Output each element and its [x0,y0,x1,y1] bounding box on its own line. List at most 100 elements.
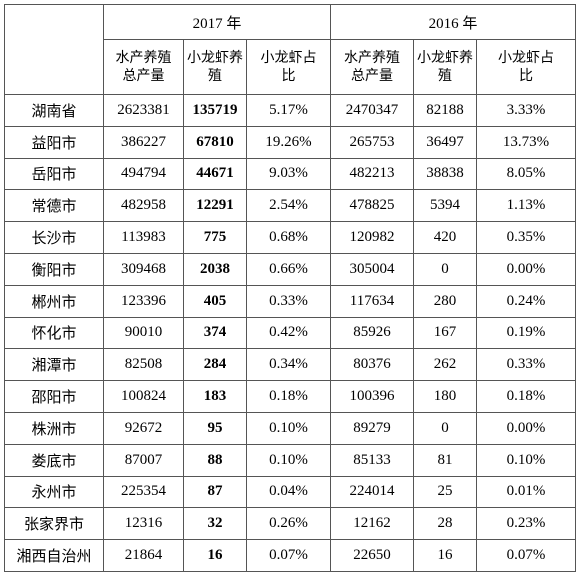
value-cell: 117634 [330,284,415,318]
value-cell: 19.26% [245,125,332,159]
value-cell: 0.26% [245,507,332,541]
value-cell: 0.10% [476,443,577,477]
value-cell: 9.03% [245,157,332,191]
value-cell: 0.24% [476,284,577,318]
value-cell: 225354 [103,475,184,509]
region-cell: 永州市 [4,475,104,509]
value-cell: 0 [413,252,478,286]
table-body: 2017 年 2016 年 水产养殖总产量 小龙虾养殖 小龙虾占比 水产养殖总产量 小龙… [4,4,577,572]
value-cell: 167 [413,316,478,350]
value-cell: 113983 [103,221,184,254]
data-row: 岳阳市 494794 44671 9.03% 482213 38838 8.05% [4,157,577,191]
value-cell: 0.34% [245,348,332,382]
value-cell: 2470347 [330,94,415,127]
value-cell: 135719 [183,94,247,127]
region-cell: 郴州市 [4,284,104,318]
value-cell: 87 [183,475,247,509]
value-cell: 180 [413,380,478,413]
data-table: 2017 年 2016 年 水产养殖总产量 小龙虾养殖 小龙虾占比 水产养殖总产量 小龙… [4,4,577,572]
value-cell: 0.04% [245,475,332,509]
value-cell: 16 [183,539,247,572]
value-cell: 0.33% [245,284,332,318]
region-cell: 邵阳市 [4,380,104,413]
region-cell: 娄底市 [4,443,104,477]
value-cell: 123396 [103,284,184,318]
value-cell: 120982 [330,221,415,254]
value-cell: 183 [183,380,247,413]
region-cell: 湘潭市 [4,348,104,382]
data-row: 湘潭市 82508 284 0.34% 80376 262 0.33% [4,348,577,382]
value-cell: 0.10% [245,443,332,477]
value-cell: 0.18% [245,380,332,413]
value-cell: 44671 [183,157,247,191]
value-cell: 82508 [103,348,184,382]
value-cell: 224014 [330,475,415,509]
column-header-text: 小龙虾占比 [260,50,317,84]
column-header: 小龙虾养殖 [183,39,247,95]
value-cell: 0.19% [476,316,577,350]
value-cell: 309468 [103,252,184,286]
value-cell: 89279 [330,411,415,445]
column-header-text: 小龙虾占比 [498,50,555,84]
value-cell: 775 [183,221,247,254]
column-header-text: 水产养殖总产量 [115,50,172,84]
data-row: 株洲市 92672 95 0.10% 89279 0 0.00% [4,411,577,445]
value-cell: 67810 [183,125,247,159]
region-cell: 怀化市 [4,316,104,350]
value-cell: 81 [413,443,478,477]
column-header: 小龙虾占比 [245,39,332,95]
region-cell: 长沙市 [4,221,104,254]
value-cell: 12291 [183,189,247,223]
value-cell: 262 [413,348,478,382]
column-header: 小龙虾养殖 [413,39,478,95]
region-cell: 常德市 [4,189,104,223]
column-header: 水产养殖总产量 [103,39,184,95]
value-cell: 284 [183,348,247,382]
value-cell: 482213 [330,157,415,191]
region-cell: 株洲市 [4,411,104,445]
value-cell: 90010 [103,316,184,350]
value-cell: 405 [183,284,247,318]
value-cell: 0.33% [476,348,577,382]
value-cell: 0.00% [476,252,577,286]
value-cell: 22650 [330,539,415,572]
value-cell: 0.10% [245,411,332,445]
value-cell: 478825 [330,189,415,223]
data-row: 常德市 482958 12291 2.54% 478825 5394 1.13% [4,189,577,223]
value-cell: 85133 [330,443,415,477]
region-cell: 益阳市 [4,125,104,159]
region-cell: 岳阳市 [4,157,104,191]
value-cell: 494794 [103,157,184,191]
value-cell: 0.07% [476,539,577,572]
value-cell: 28 [413,507,478,541]
value-cell: 12316 [103,507,184,541]
column-header-text: 小龙虾养殖 [417,50,474,84]
group-header-row: 2017 年 2016 年 [4,4,577,95]
value-cell: 0.00% [476,411,577,445]
value-cell: 100396 [330,380,415,413]
value-cell: 12162 [330,507,415,541]
value-cell: 16 [413,539,478,572]
region-cell: 湘西自治州 [4,539,104,572]
column-header-row: 水产养殖总产量 小龙虾养殖 小龙虾占比 水产养殖总产量 小龙虾养殖 小龙虾占比 [5,39,577,95]
data-row: 衡阳市 309468 2038 0.66% 305004 0 0.00% [4,252,577,286]
value-cell: 3.33% [476,94,577,127]
region-cell: 湖南省 [4,94,104,127]
value-cell: 38838 [413,157,478,191]
value-cell: 280 [413,284,478,318]
value-cell: 0.68% [245,221,332,254]
value-cell: 1.13% [476,189,577,223]
value-cell: 87007 [103,443,184,477]
value-cell: 0 [413,411,478,445]
value-cell: 2038 [183,252,247,286]
data-row: 湖南省 2623381 135719 5.17% 2470347 82188 3.33% [4,94,577,127]
value-cell: 80376 [330,348,415,382]
data-row: 永州市 225354 87 0.04% 224014 25 0.01% [4,475,577,509]
data-row: 张家界市 12316 32 0.26% 12162 28 0.23% [4,507,577,541]
value-cell: 0.07% [245,539,332,572]
value-cell: 32 [183,507,247,541]
value-cell: 0.01% [476,475,577,509]
value-cell: 2.54% [245,189,332,223]
region-cell: 张家界市 [4,507,104,541]
